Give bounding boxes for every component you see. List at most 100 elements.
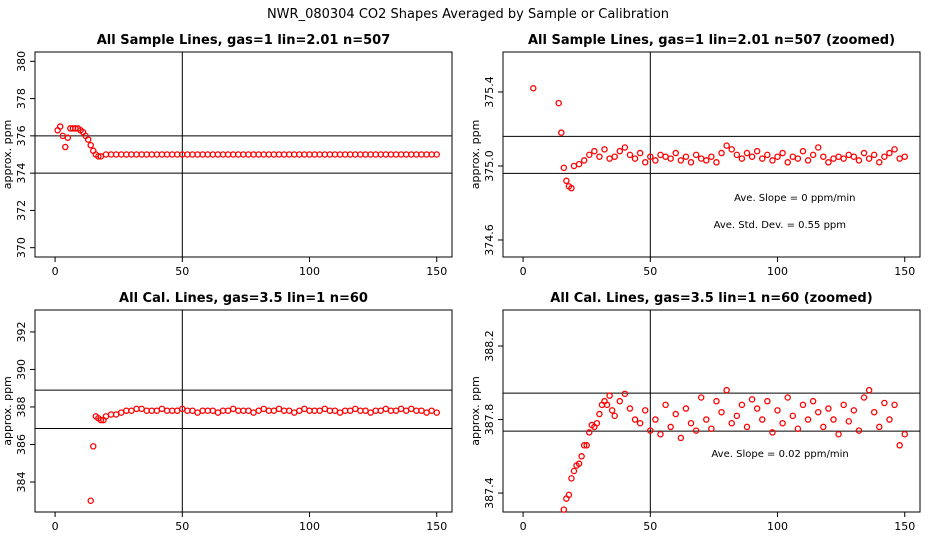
chart-title: All Cal. Lines, gas=3.5 lin=1 n=60	[119, 291, 368, 306]
point	[362, 151, 369, 158]
point	[214, 151, 222, 158]
point	[608, 407, 616, 414]
y-tick-label: 376	[15, 125, 28, 146]
point	[759, 155, 766, 162]
y-tick-label: 374	[15, 163, 28, 184]
point	[240, 407, 247, 414]
point	[62, 143, 69, 151]
point	[809, 397, 817, 405]
point	[611, 153, 618, 160]
point	[173, 151, 181, 158]
point	[336, 409, 344, 416]
x-tick-label: 50	[643, 520, 657, 533]
point	[583, 442, 590, 449]
point	[901, 153, 908, 160]
point	[804, 157, 812, 164]
chart-title: All Cal. Lines, gas=3.5 lin=1 n=60 (zoom…	[550, 291, 872, 306]
point	[153, 151, 161, 158]
point	[748, 396, 756, 403]
y-tick-label: 378	[15, 88, 28, 109]
point	[865, 386, 873, 394]
point	[331, 151, 339, 158]
point	[321, 405, 329, 413]
point	[372, 407, 379, 414]
x-tick-label: 0	[520, 520, 527, 533]
point	[128, 407, 135, 414]
point	[265, 407, 273, 414]
point	[301, 405, 308, 413]
point	[306, 151, 313, 158]
annotation: Ave. Slope = 0 ppm/min	[734, 193, 855, 204]
point	[209, 407, 217, 414]
point	[275, 151, 283, 158]
point	[367, 409, 374, 416]
point	[593, 419, 601, 427]
x-tick-label: 0	[520, 265, 527, 278]
point	[570, 162, 578, 170]
point	[570, 467, 578, 475]
point	[204, 151, 212, 158]
point	[723, 386, 730, 394]
point	[657, 431, 664, 438]
point	[428, 151, 435, 158]
x-tick-label: 50	[643, 265, 657, 278]
point	[626, 405, 634, 412]
point	[352, 405, 359, 413]
point	[708, 425, 715, 432]
point	[728, 419, 735, 427]
point	[163, 151, 171, 158]
point	[408, 151, 415, 158]
y-tick-label: 388	[15, 396, 28, 417]
point	[224, 407, 232, 414]
point	[387, 151, 395, 158]
point	[418, 407, 425, 414]
point	[235, 151, 242, 158]
point	[240, 151, 247, 158]
figure-title: NWR_080304 CO2 Shapes Averaged by Sample…	[267, 7, 669, 22]
point	[753, 405, 761, 412]
point	[662, 401, 669, 409]
point	[825, 405, 832, 412]
point	[423, 151, 430, 158]
point	[814, 408, 822, 416]
point	[112, 151, 120, 158]
point	[194, 151, 201, 158]
point	[224, 151, 232, 158]
point	[881, 153, 888, 160]
point	[260, 151, 267, 158]
x-tick-label: 100	[767, 520, 788, 533]
point	[753, 147, 761, 155]
point	[336, 151, 344, 158]
point	[250, 151, 257, 158]
point	[148, 407, 156, 414]
point	[774, 153, 781, 160]
point	[585, 151, 593, 159]
point	[563, 177, 570, 185]
y-tick-label: 370	[15, 237, 28, 258]
point	[316, 151, 323, 158]
point	[703, 157, 710, 164]
point	[143, 151, 150, 158]
point	[346, 407, 354, 414]
y-tick-label: 387.4	[483, 477, 496, 509]
point	[876, 423, 883, 431]
point	[779, 149, 786, 157]
point	[402, 407, 410, 414]
y-tick-label: 388.2	[483, 330, 496, 362]
y-tick-label: 375.0	[483, 150, 496, 182]
point	[275, 405, 283, 413]
point	[896, 442, 903, 449]
point	[636, 149, 644, 157]
point	[738, 401, 746, 409]
point	[372, 151, 379, 158]
point	[84, 136, 92, 143]
point	[296, 151, 303, 158]
point	[820, 153, 827, 160]
point	[235, 407, 242, 414]
point	[143, 407, 150, 414]
point	[296, 407, 303, 414]
point	[214, 409, 222, 416]
x-tick-label: 150	[894, 520, 915, 533]
point	[285, 407, 293, 414]
